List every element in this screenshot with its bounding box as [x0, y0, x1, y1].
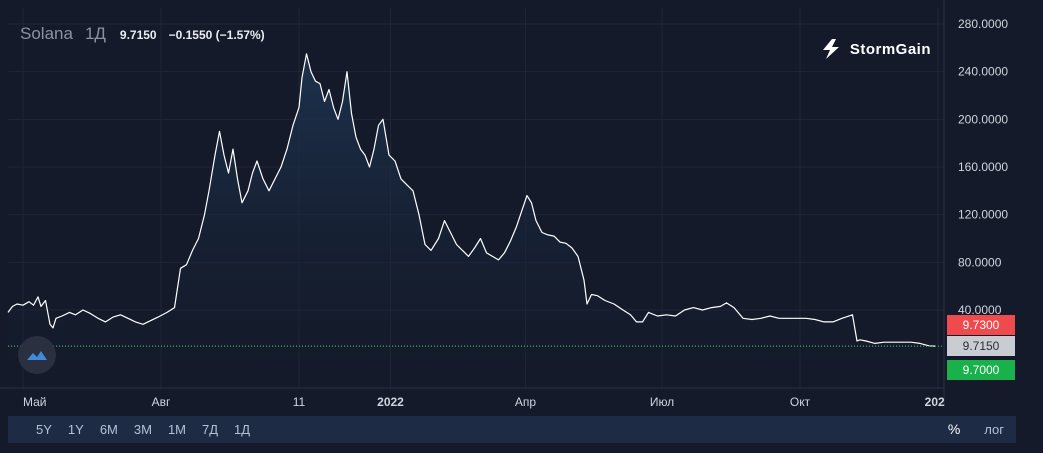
series-line: [7, 53, 936, 347]
x-tick-label: 2022: [377, 395, 404, 409]
price-tag-high: 9.7300: [947, 315, 1015, 335]
x-tick-label: 2023: [925, 395, 952, 409]
scale-options: % лог: [936, 416, 1016, 443]
x-tick-label: Окт: [790, 395, 811, 409]
brand-logo: StormGain: [820, 38, 931, 60]
price-tag-low: 9.7000: [947, 360, 1015, 380]
range-1y-button[interactable]: 1Y: [67, 422, 84, 437]
y-tick-label: 40.0000: [958, 303, 1002, 317]
y-tick-label: 280.0000: [958, 17, 1008, 31]
range-5y-button[interactable]: 5Y: [36, 422, 52, 437]
axis-corner-mask: [945, 392, 1043, 414]
y-tick-label: 240.0000: [958, 65, 1008, 79]
y-tick-label: 200.0000: [958, 112, 1008, 126]
y-tick-label: 80.0000: [958, 255, 1002, 269]
price-tag-last: 9.7150: [947, 336, 1015, 356]
series-area: [8, 53, 935, 391]
cloud-icon: [27, 351, 47, 360]
chart-legend: Solana 1Д 9.7150 −0.1550 (−1.57%): [20, 24, 265, 44]
x-tick-label: Май: [23, 395, 47, 409]
brand-name: StormGain: [849, 40, 931, 58]
range-6m-button[interactable]: 6M: [99, 422, 118, 437]
range-7d-button[interactable]: 7Д: [202, 422, 219, 437]
last-price: 9.7150: [119, 28, 157, 42]
price-change: −0.1550 (−1.57%): [168, 28, 265, 42]
range-1m-button[interactable]: 1M: [167, 422, 186, 437]
x-tick-label: Июл: [650, 395, 674, 409]
x-tick-label: Апр: [515, 395, 537, 409]
y-tick-label: 160.0000: [958, 160, 1008, 174]
bottom-toolbar: 5Y 1Y 6M 3M 1M 7Д 1Д % лог: [8, 416, 1016, 443]
x-tick-label: Авг: [152, 395, 171, 409]
range-3m-button[interactable]: 3M: [133, 422, 152, 437]
x-tick-label: 11: [293, 395, 306, 409]
symbol-name: Solana: [20, 24, 73, 43]
range-1d-button[interactable]: 1Д: [234, 422, 251, 437]
y-tick-label: 120.0000: [958, 208, 1008, 222]
stormgain-logo-icon: [822, 39, 839, 59]
range-selector: 5Y 1Y 6M 3M 1M 7Д 1Д: [28, 416, 258, 443]
interval-label[interactable]: 1Д: [84, 24, 106, 43]
percent-scale-button[interactable]: %: [947, 421, 961, 437]
log-scale-button[interactable]: лог: [984, 422, 1004, 437]
tradingview-logo[interactable]: [18, 336, 56, 374]
